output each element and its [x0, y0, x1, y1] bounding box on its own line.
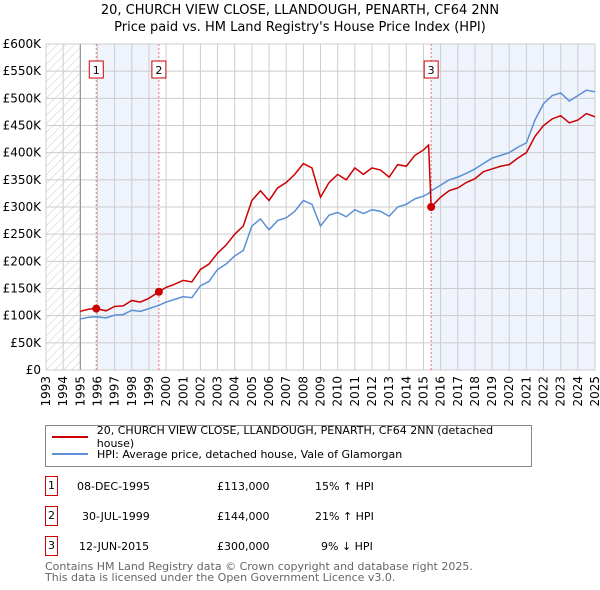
sale-row: 2 30-JUL-1999 £144,000 21% ↑ HPI: [45, 506, 445, 526]
legend-item-hpi: HPI: Average price, detached house, Vale…: [52, 446, 402, 462]
sale-hpi: 9% ↓ HPI: [321, 540, 373, 553]
y-tick-label: £400K: [3, 146, 43, 160]
legend-swatch-red: [52, 436, 88, 438]
sale-point: [154, 287, 163, 296]
subtitle-line: Price paid vs. HM Land Registry's House …: [114, 20, 486, 35]
sale-hpi: 21% ↑ HPI: [315, 510, 374, 523]
x-tick-label: 2023: [554, 376, 568, 407]
legend-label: 20, CHURCH VIEW CLOSE, LLANDOUGH, PENART…: [96, 424, 494, 450]
y-tick-label: £600K: [3, 37, 43, 51]
y-tick-label: £450K: [3, 119, 43, 133]
x-tick-label: 1999: [142, 376, 156, 407]
sale-point: [92, 304, 101, 313]
x-tick-label: 2020: [502, 376, 516, 407]
sale-row: 3 12-JUN-2015 £300,000 9% ↓ HPI: [45, 536, 445, 556]
x-tick-label: 2012: [365, 376, 379, 407]
x-tick-label: 2019: [485, 376, 499, 407]
sale-label-box: [423, 60, 439, 79]
x-tick-label: 1995: [73, 376, 87, 407]
x-tick-label: 1994: [56, 376, 70, 407]
y-tick-label: £350K: [3, 173, 43, 187]
sale-price: £300,000: [217, 540, 270, 553]
footer-line: Contains HM Land Registry data © Crown c…: [45, 560, 473, 573]
x-tick-label: 2009: [314, 376, 328, 407]
price-paid-line: [80, 112, 596, 313]
x-tick-label: 2002: [193, 376, 207, 407]
x-tick-label: 2006: [262, 376, 276, 407]
x-tick-label: 2022: [537, 376, 551, 407]
y-tick-label: £150K: [3, 282, 43, 296]
sale-date: 30-JUL-1999: [82, 510, 150, 523]
y-tick-label: £550K: [3, 64, 43, 78]
x-tick-label: 2008: [296, 376, 310, 407]
hpi-line: [80, 89, 596, 320]
sale-marker: 3: [45, 536, 58, 556]
y-tick-label: £500K: [3, 91, 43, 105]
legend-label: HPI: Average price, detached house, Vale…: [97, 447, 403, 461]
x-tick-label: 2021: [519, 376, 533, 407]
sale-point: [427, 203, 436, 211]
x-tick-label: 1996: [90, 376, 104, 407]
x-tick-label: 2014: [399, 376, 413, 407]
legend-item-property: 20, CHURCH VIEW CLOSE, LLANDOUGH, PENART…: [52, 424, 531, 450]
plot-border: [45, 43, 596, 371]
sale-price: £144,000: [217, 510, 270, 523]
y-tick-label: £0: [26, 363, 41, 377]
sale-label: 1: [93, 64, 100, 77]
x-tick-label: 2011: [348, 376, 362, 407]
sale-label-box: [151, 60, 167, 79]
sale-label-box: [88, 60, 104, 79]
x-tick-label: 2007: [279, 376, 293, 407]
legend-swatch-blue: [52, 453, 88, 455]
x-tick-label: 2001: [176, 376, 190, 407]
x-tick-label: 2005: [245, 376, 259, 407]
x-tick-label: 2015: [416, 376, 430, 407]
sale-marker: 1: [45, 476, 58, 496]
sale-marker: 2: [45, 506, 58, 526]
sale-date: 12-JUN-2015: [79, 540, 150, 553]
sale-price: £113,000: [217, 480, 270, 493]
y-tick-label: £250K: [3, 227, 43, 241]
x-tick-label: 1993: [39, 376, 53, 407]
price-chart: 1993 1994 1995 1996 1997 1998 1999 2000 2001 2002…: [3, 37, 600, 407]
sale-row: 1 08-DEC-1995 £113,000 15% ↑ HPI: [45, 476, 445, 496]
footer: Contains HM Land Registry data © Crown c…: [45, 561, 473, 583]
x-tick-label: 2010: [331, 376, 345, 407]
x-tick-label: 2000: [159, 376, 173, 407]
y-tick-label: £200K: [3, 254, 43, 268]
x-tick-label: 2018: [468, 376, 482, 407]
y-tick-label: £50K: [10, 336, 42, 350]
legend: 20, CHURCH VIEW CLOSE, LLANDOUGH, PENART…: [45, 424, 532, 467]
footer-line: This data is licensed under the Open Gov…: [45, 571, 396, 584]
title-line: 20, CHURCH VIEW CLOSE, LLANDOUGH, PENART…: [100, 3, 500, 18]
x-tick-label: 2017: [451, 376, 465, 407]
chart-title: 20, CHURCH VIEW CLOSE, LLANDOUGH, PENART…: [0, 2, 600, 36]
x-tick-label: 2004: [228, 376, 242, 407]
y-tick-label: £300K: [3, 200, 43, 214]
x-tick-label: 2013: [382, 376, 396, 407]
x-tick-label: 2025: [588, 376, 600, 407]
sale-label: 2: [155, 64, 162, 77]
x-tick-label: 1998: [125, 376, 139, 407]
x-tick-label: 2024: [571, 376, 585, 407]
y-tick-label: £100K: [3, 309, 43, 323]
sale-label: 3: [428, 64, 435, 77]
sale-date: 08-DEC-1995: [77, 480, 151, 493]
x-tick-label: 1997: [108, 376, 122, 407]
x-tick-label: 2003: [211, 376, 225, 407]
x-tick-label: 2016: [434, 376, 448, 407]
sale-hpi: 15% ↑ HPI: [315, 480, 374, 493]
